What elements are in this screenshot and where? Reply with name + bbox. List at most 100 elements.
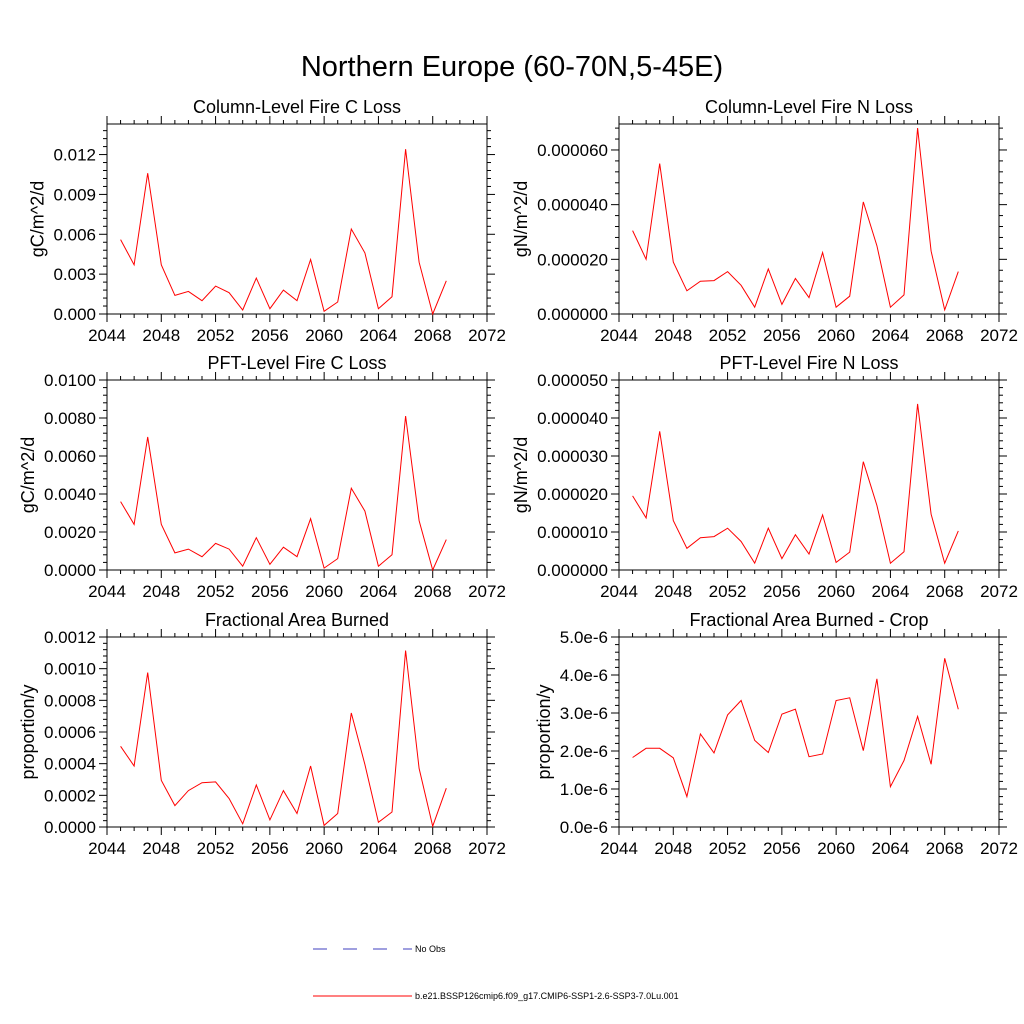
y-tick-label: 0.0006 [44, 723, 96, 742]
y-tick-label: 0.000040 [537, 409, 608, 428]
y-tick-label: 0.0000 [44, 561, 96, 580]
panel-title: Column-Level Fire C Loss [193, 97, 401, 117]
x-tick-label: 2048 [142, 326, 180, 345]
y-tick-label: 2.0e-6 [560, 742, 608, 761]
x-tick-label: 2068 [926, 582, 964, 601]
y-axis-label: gN/m^2/d [511, 181, 531, 257]
y-tick-label: 0.000030 [537, 447, 608, 466]
panels: Column-Level Fire C Loss 2044 2048 2052 2056… [18, 97, 1018, 858]
x-tick-label: 2068 [926, 326, 964, 345]
x-tick-label: 2060 [817, 326, 855, 345]
y-tick-label: 0.000000 [537, 561, 608, 580]
panel-title: PFT-Level Fire N Loss [719, 353, 898, 373]
x-tick-label: 2060 [305, 839, 343, 858]
y-tick-label: 0.000050 [537, 371, 608, 390]
x-tick-label: 2056 [251, 839, 289, 858]
x-tick-label: 2052 [709, 839, 747, 858]
x-tick-label: 2044 [88, 326, 126, 345]
x-tick-label: 2064 [872, 839, 910, 858]
x-tick-label: 2072 [980, 326, 1018, 345]
chart-panel-5: Fractional Area Burned 2044 2048 2052 2056 20… [18, 610, 506, 858]
y-tick-label: 0.006 [53, 225, 96, 244]
y-axis-label: gC/m^2/d [18, 437, 38, 513]
chart-panel-4: PFT-Level Fire N Loss 2044 2048 2052 2056 206… [511, 353, 1018, 601]
x-tick-label: 2064 [360, 326, 398, 345]
x-tick-label: 2044 [600, 582, 638, 601]
plot-frame [618, 123, 1000, 315]
y-tick-label: 0.0060 [44, 447, 96, 466]
series-line [632, 658, 959, 799]
x-tick-label: 2044 [600, 326, 638, 345]
plot-frame [618, 636, 1000, 828]
x-tick-label: 2056 [763, 326, 801, 345]
legend-label-model: b.e21.BSSP126cmip6.f09_g17.CMIP6-SSP1-2.… [415, 991, 679, 1001]
x-tick-label: 2072 [980, 839, 1018, 858]
y-tick-label: 5.0e-6 [560, 628, 608, 647]
y-tick-label: 0.000040 [537, 196, 608, 215]
x-tick-label: 2052 [197, 582, 235, 601]
chart-panel-6: Fractional Area Burned - Crop 2044 2048 205… [534, 610, 1018, 858]
y-tick-label: 0.0000 [44, 818, 96, 837]
y-tick-label: 3.0e-6 [560, 704, 608, 723]
x-tick-label: 2056 [763, 582, 801, 601]
chart-panel-1: Column-Level Fire C Loss 2044 2048 2052 2056… [27, 97, 505, 345]
x-tick-label: 2056 [763, 839, 801, 858]
x-tick-label: 2072 [468, 582, 506, 601]
x-tick-label: 2064 [872, 582, 910, 601]
y-tick-label: 0.000 [53, 305, 96, 324]
y-axis-label: gC/m^2/d [27, 181, 47, 257]
x-tick-label: 2048 [654, 326, 692, 345]
y-tick-label: 0.0010 [44, 660, 96, 679]
x-tick-label: 2072 [468, 839, 506, 858]
y-tick-label: 0.000020 [537, 485, 608, 504]
x-tick-label: 2068 [926, 839, 964, 858]
y-tick-label: 0.0008 [44, 691, 96, 710]
series-line [120, 416, 447, 572]
y-tick-label: 0.009 [53, 185, 96, 204]
x-tick-label: 2052 [197, 326, 235, 345]
y-tick-label: 0.0040 [44, 485, 96, 504]
y-tick-label: 0.000060 [537, 141, 608, 160]
panel-title: Column-Level Fire N Loss [705, 97, 913, 117]
y-tick-label: 0.0012 [44, 628, 96, 647]
x-tick-label: 2072 [980, 582, 1018, 601]
x-tick-label: 2060 [817, 582, 855, 601]
y-axis-label: proportion/y [18, 684, 38, 779]
series-line [632, 403, 959, 565]
y-tick-label: 0.003 [53, 265, 96, 284]
plot-frame [106, 123, 488, 315]
series-line [120, 650, 447, 828]
y-tick-label: 0.0100 [44, 371, 96, 390]
x-tick-label: 2072 [468, 326, 506, 345]
x-tick-label: 2048 [654, 582, 692, 601]
series-line [120, 149, 447, 316]
y-tick-label: 1.0e-6 [560, 780, 608, 799]
x-tick-label: 2044 [600, 839, 638, 858]
y-tick-label: 0.000000 [537, 305, 608, 324]
y-tick-label: 0.0080 [44, 409, 96, 428]
y-tick-label: 0.0004 [44, 755, 96, 774]
panel-title: Fractional Area Burned [205, 610, 389, 630]
x-tick-label: 2064 [360, 582, 398, 601]
plot-frame [106, 379, 488, 571]
panel-title: Fractional Area Burned - Crop [689, 610, 928, 630]
y-tick-label: 0.012 [53, 146, 96, 165]
x-tick-label: 2064 [360, 839, 398, 858]
y-axis-label: gN/m^2/d [511, 437, 531, 513]
x-tick-label: 2068 [414, 582, 452, 601]
x-tick-label: 2052 [709, 582, 747, 601]
plot-frame [618, 379, 1000, 571]
x-tick-label: 2056 [251, 326, 289, 345]
x-tick-label: 2048 [142, 839, 180, 858]
y-tick-label: 0.0e-6 [560, 818, 608, 837]
x-tick-label: 2052 [709, 326, 747, 345]
y-tick-label: 0.000020 [537, 250, 608, 269]
x-tick-label: 2064 [872, 326, 910, 345]
x-tick-label: 2056 [251, 582, 289, 601]
figure-title: Northern Europe (60-70N,5-45E) [301, 51, 723, 83]
y-tick-label: 0.0002 [44, 786, 96, 805]
panel-title: PFT-Level Fire C Loss [207, 353, 386, 373]
chart-panel-2: Column-Level Fire N Loss 2044 2048 2052 2056… [511, 97, 1018, 345]
x-tick-label: 2060 [305, 326, 343, 345]
